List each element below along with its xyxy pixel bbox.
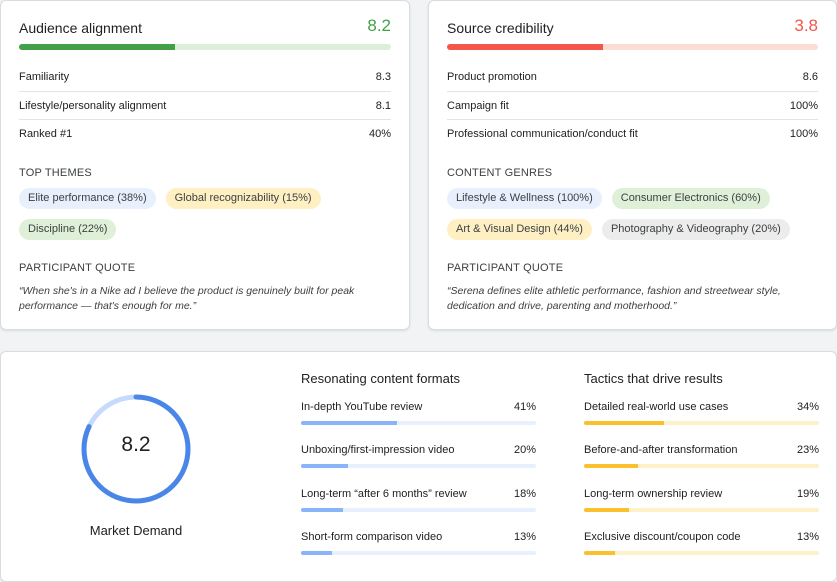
tactic-bar-fill xyxy=(584,507,629,512)
tactic-item: Detailed real-world use cases 34% xyxy=(584,401,819,444)
source-score: 3.8 xyxy=(794,16,818,35)
metric-row-ranked-first: Ranked #1 40% xyxy=(19,120,391,149)
format-bar xyxy=(301,464,536,469)
metric-row-campaign-fit: Campaign fit 100% xyxy=(447,92,818,120)
tactics-title: Tactics that drive results xyxy=(584,371,723,386)
participant-quote-label: PARTICIPANT QUOTE xyxy=(447,262,564,274)
metric-value: 100% xyxy=(789,99,818,112)
tactic-bar xyxy=(584,550,819,555)
tactic-bar xyxy=(584,464,819,469)
market-demand-label: Market Demand xyxy=(89,523,183,538)
tactic-percent: 13% xyxy=(796,530,819,543)
tactic-bar-fill xyxy=(584,421,664,425)
tactic-percent: 19% xyxy=(796,487,819,500)
tactic-label: Exclusive discount/coupon code xyxy=(584,530,741,543)
format-item: In-depth YouTube review 41% xyxy=(301,401,536,444)
tactic-bar-fill xyxy=(584,464,639,469)
content-genres-label: CONTENT GENRES xyxy=(447,167,553,179)
format-percent: 13% xyxy=(513,530,536,543)
format-bar xyxy=(301,507,536,512)
market-demand-card: 8.2 Market Demand Resonating content for… xyxy=(0,351,837,582)
genre-chip: Lifestyle & Wellness (100%) xyxy=(447,188,602,209)
metric-value: 8.6 xyxy=(802,71,818,83)
theme-chips: Elite performance (38%) Global recogniza… xyxy=(19,188,399,240)
genre-chip: Photography & Videography (20%) xyxy=(601,219,790,240)
content-formats-section: Resonating content formats In-depth YouT… xyxy=(301,371,536,574)
market-demand-score: 8.2 xyxy=(121,433,151,456)
tactic-item: Exclusive discount/coupon code 13% xyxy=(584,531,819,574)
format-bar xyxy=(301,550,536,555)
audience-score-bar-fill xyxy=(19,44,176,50)
tactic-bar xyxy=(584,507,819,512)
metric-label: Campaign fit xyxy=(447,99,509,112)
tactic-bar-fill xyxy=(584,550,615,555)
audience-alignment-card: Audience alignment 8.2 Familiarity 8.3 L… xyxy=(0,0,410,330)
theme-chip: Global recognizability (15%) xyxy=(165,188,321,209)
metric-row-familiarity: Familiarity 8.3 xyxy=(19,63,391,92)
genre-chips: Lifestyle & Wellness (100%) Consumer Ele… xyxy=(447,188,826,240)
metric-value: 8.1 xyxy=(375,99,391,112)
audience-metrics: Familiarity 8.3 Lifestyle/personality al… xyxy=(19,63,391,149)
source-credibility-card: Source credibility 3.8 Product promotion… xyxy=(428,0,837,330)
metric-label: Familiarity xyxy=(19,71,70,83)
participant-quote: “When she's in a Nike ad I believe the p… xyxy=(19,285,355,312)
tactic-item: Before-and-after transformation 23% xyxy=(584,444,819,487)
metric-row-product-promotion: Product promotion 8.6 xyxy=(447,63,818,92)
tactic-item: Long-term ownership review 19% xyxy=(584,488,819,531)
format-item: Unboxing/first-impression video 20% xyxy=(301,444,536,487)
metric-row-professional-conduct-fit: Professional communication/conduct fit 1… xyxy=(447,120,818,149)
top-themes-label: TOP THEMES xyxy=(19,167,92,179)
format-bar-fill xyxy=(301,507,344,512)
tactic-label: Before-and-after transformation xyxy=(584,444,738,457)
format-label: Unboxing/first-impression video xyxy=(301,444,455,457)
content-formats-title: Resonating content formats xyxy=(301,371,460,386)
genre-chip: Art & Visual Design (44%) xyxy=(447,219,592,240)
format-percent: 20% xyxy=(513,444,536,457)
metric-value: 8.3 xyxy=(375,71,391,83)
genre-chip: Consumer Electronics (60%) xyxy=(611,188,770,209)
source-header: Source credibility 3.8 xyxy=(447,16,818,42)
format-label: Long-term “after 6 months” review xyxy=(301,487,467,500)
metric-label: Product promotion xyxy=(447,71,537,83)
participant-quote-label: PARTICIPANT QUOTE xyxy=(19,262,136,274)
metric-value: 40% xyxy=(368,128,391,140)
audience-score: 8.2 xyxy=(367,16,391,35)
metric-row-lifestyle-alignment: Lifestyle/personality alignment 8.1 xyxy=(19,92,391,120)
format-item: Short-form comparison video 13% xyxy=(301,531,536,574)
format-bar-fill xyxy=(301,464,348,469)
format-percent: 41% xyxy=(513,401,536,413)
metric-label: Professional communication/conduct fit xyxy=(447,128,638,140)
audience-header: Audience alignment 8.2 xyxy=(19,16,391,42)
format-label: Short-form comparison video xyxy=(301,530,443,543)
metric-label: Ranked #1 xyxy=(19,128,73,140)
source-title: Source credibility xyxy=(447,20,554,36)
theme-chip: Elite performance (38%) xyxy=(19,188,156,209)
source-score-bar xyxy=(447,44,818,50)
tactic-label: Long-term ownership review xyxy=(584,487,723,500)
format-bar-fill xyxy=(301,421,398,425)
format-percent: 18% xyxy=(513,487,536,500)
format-item: Long-term “after 6 months” review 18% xyxy=(301,488,536,531)
metric-value: 100% xyxy=(789,128,818,140)
source-metrics: Product promotion 8.6 Campaign fit 100% … xyxy=(447,63,818,149)
tactic-label: Detailed real-world use cases xyxy=(584,401,729,413)
audience-score-bar xyxy=(19,44,391,50)
market-demand-gauge xyxy=(81,394,191,504)
format-bar-fill xyxy=(301,550,332,555)
tactic-bar xyxy=(584,421,819,425)
format-label: In-depth YouTube review xyxy=(301,401,423,413)
tactic-percent: 34% xyxy=(796,401,819,413)
audience-title: Audience alignment xyxy=(19,20,142,36)
tactics-section: Tactics that drive results Detailed real… xyxy=(584,371,819,574)
tactic-percent: 23% xyxy=(796,444,819,457)
format-bar xyxy=(301,421,536,425)
participant-quote: “Serena defines elite athletic performan… xyxy=(447,285,781,312)
theme-chip: Discipline (22%) xyxy=(19,219,117,240)
metric-label: Lifestyle/personality alignment xyxy=(19,99,167,112)
gauge-arc xyxy=(81,394,191,504)
source-score-bar-fill xyxy=(447,44,603,50)
